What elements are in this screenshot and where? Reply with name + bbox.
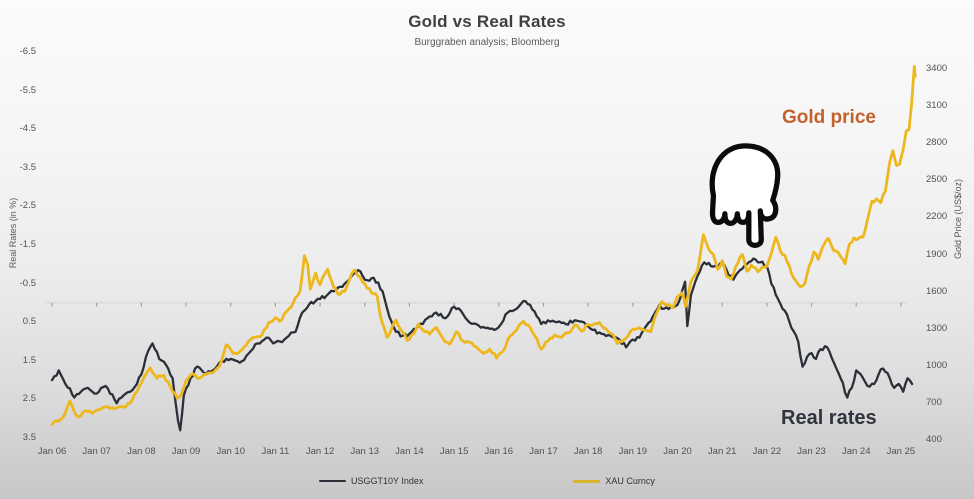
x-axis-tick-label: Jan 16 [484,446,514,457]
x-axis-tick-label: Jan 09 [171,446,201,457]
x-axis-tick-label: Jan 15 [439,446,469,457]
y-right-tick-label: 3400 [926,63,948,74]
gold-price-annotation: Gold price [782,107,876,128]
x-axis-tick-label: Jan 17 [529,446,558,457]
y-left-tick-label: -2.5 [19,200,36,212]
xau-line-swatch [573,479,601,483]
usggt10y-line-swatch [319,479,347,483]
y-left-tick-label: -4.5 [19,123,36,135]
x-axis-tick-label: Jan 24 [841,446,871,457]
y-right-tick-label: 1000 [926,359,948,371]
x-axis-tick-label: Jan 13 [350,446,380,457]
hand-pointing-down-icon [709,143,781,248]
legend-label-xau: XAU Curncy [605,476,655,486]
x-axis-tick-label: Jan 22 [752,446,782,457]
x-axis-tick-label: Jan 25 [886,446,916,457]
y-left-tick-label: -6.5 [19,46,36,57]
legend: USGGT10Y Index XAU Curncy [0,472,974,490]
real-rates-annotation: Real rates [781,407,877,429]
y-left-tick-label: 3.5 [22,432,36,443]
y-right-tick-label: 2200 [926,211,948,223]
x-axis-tick-label: Jan 18 [573,446,603,457]
y-right-tick-label: 700 [926,396,942,408]
series-line-xau-curncy [50,65,917,426]
y-left-tick-label: -1.5 [19,239,36,250]
x-axis-tick-label: Jan 23 [797,446,826,457]
x-axis-tick-label: Jan 10 [216,446,245,457]
y-right-tick-label: 1600 [926,285,948,297]
x-axis-tick-label: Jan 19 [618,446,648,457]
x-axis-tick-label: Jan 21 [707,446,737,457]
y-left-tick-label: -3.5 [19,161,36,173]
x-axis-tick-label: Jan 08 [127,446,156,457]
x-axis-tick-label: Jan 06 [37,446,67,457]
y-right-tick-label: 1900 [926,248,948,260]
y-right-tick-label: 400 [926,434,942,445]
y-left-tick-label: -0.5 [19,277,36,289]
legend-item-usggt10y: USGGT10Y Index [319,476,423,486]
chart-subtitle: Burggraben analysis; Bloomberg [414,37,560,48]
y-right-tick-label: 2800 [926,137,948,149]
chart-title: Gold vs Real Rates [408,12,566,31]
y-right-tick-label: 1300 [926,322,948,334]
legend-label-usggt10y: USGGT10Y Index [351,476,424,486]
x-axis-tick-label: Jan 07 [82,446,111,457]
x-axis-tick-label: Jan 11 [261,446,290,457]
y-left-tick-label: -5.5 [19,84,36,96]
y-left-tick-label: 0.5 [22,316,36,328]
y-left-tick-label: 1.5 [22,354,36,366]
y-right-tick-label: 2500 [926,174,948,186]
y-left-tick-label: 2.5 [22,393,36,405]
x-axis-tick-label: Jan 14 [395,446,424,457]
series-line-usggt10y-index [50,257,914,432]
y-right-tick-label: 3100 [926,100,948,112]
legend-item-xau: XAU Curncy [573,476,655,486]
x-axis-tick-label: Jan 12 [305,446,335,457]
x-axis-tick-label: Jan 20 [663,446,692,457]
